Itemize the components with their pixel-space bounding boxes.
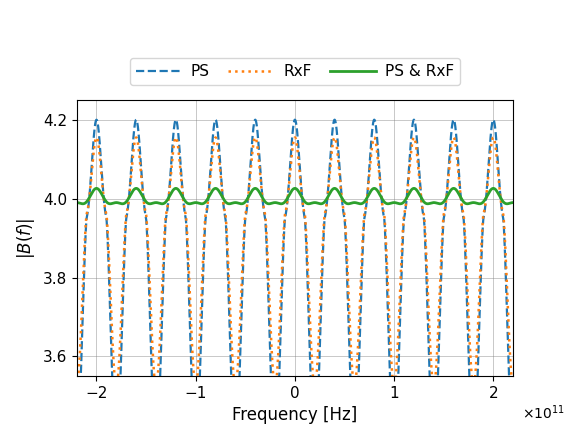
PS & RxF bbox=[260, 197, 267, 202]
RxF bbox=[474, 321, 481, 326]
PS bbox=[510, 440, 517, 444]
PS & RxF bbox=[385, 201, 392, 206]
Line: PS & RxF: PS & RxF bbox=[77, 188, 513, 204]
RxF bbox=[257, 172, 264, 177]
RxF bbox=[260, 205, 267, 210]
PS bbox=[474, 358, 481, 364]
Y-axis label: $|B(f)|$: $|B(f)|$ bbox=[15, 218, 37, 259]
RxF bbox=[252, 135, 259, 140]
PS & RxF bbox=[496, 194, 503, 199]
Legend: PS, RxF, PS & RxF: PS, RxF, PS & RxF bbox=[130, 58, 460, 85]
RxF bbox=[496, 189, 503, 194]
PS & RxF bbox=[390, 200, 397, 205]
PS & RxF bbox=[510, 200, 517, 205]
PS & RxF bbox=[475, 201, 482, 206]
PS & RxF bbox=[252, 186, 259, 191]
PS bbox=[252, 117, 259, 123]
PS bbox=[73, 440, 80, 444]
PS & RxF bbox=[257, 191, 264, 196]
Text: $\times10^{11}$: $\times10^{11}$ bbox=[522, 404, 565, 422]
PS bbox=[281, 229, 288, 234]
Line: RxF: RxF bbox=[77, 138, 513, 386]
PS bbox=[260, 206, 267, 212]
RxF bbox=[390, 383, 397, 388]
PS & RxF bbox=[73, 200, 80, 205]
PS & RxF bbox=[281, 200, 288, 205]
PS bbox=[257, 165, 264, 170]
RxF bbox=[73, 384, 80, 389]
PS bbox=[496, 187, 503, 192]
X-axis label: Frequency [Hz]: Frequency [Hz] bbox=[232, 407, 357, 424]
PS bbox=[390, 440, 397, 444]
Line: PS: PS bbox=[77, 120, 513, 443]
RxF bbox=[510, 384, 517, 389]
RxF bbox=[281, 222, 288, 227]
